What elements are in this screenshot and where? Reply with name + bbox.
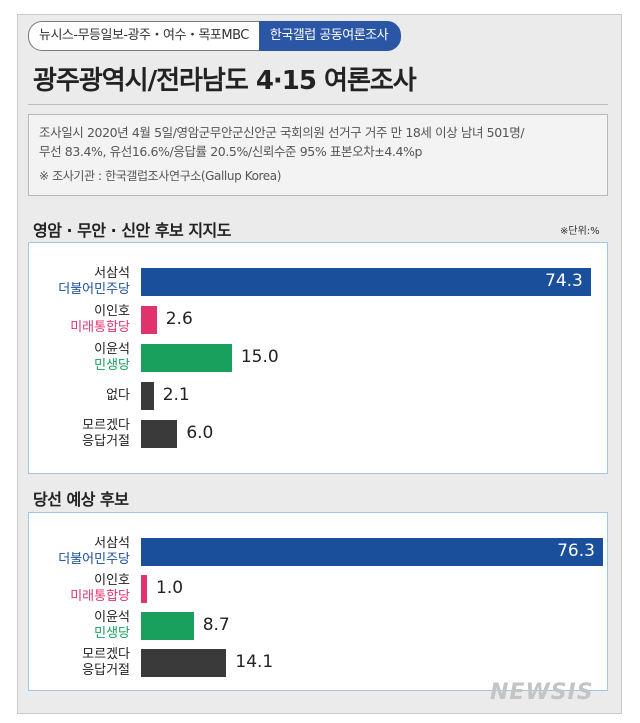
value-label: 74.3 — [545, 271, 583, 291]
bar — [141, 612, 194, 640]
survey-info-box: 조사일시 2020년 4월 5일/영암군무안군신안군 국회의원 선거구 거주 만… — [28, 114, 608, 196]
category-label: 이인호 미래통합당 — [29, 304, 130, 336]
category-label: 이윤석 민생당 — [29, 342, 130, 374]
bar — [141, 538, 604, 566]
bar-row: 모르겠다 응답거절 14.1 — [29, 646, 609, 680]
candidate-name: 없다 — [106, 388, 130, 403]
bar — [141, 344, 232, 372]
category-label: 서삼석 더불어민주당 — [29, 536, 130, 568]
candidate-name: 이인호 — [94, 573, 130, 588]
win-prediction-chart-panel: 서삼석 더불어민주당 76.3 이인호 미래통합당 1.0 이윤석 민생당 8.7 모르겠다 응답거… — [28, 512, 608, 691]
party-name: 응답거절 — [82, 663, 130, 678]
value-label: 8.7 — [202, 615, 230, 635]
value-label: 6.0 — [186, 423, 214, 443]
candidate-name: 이인호 — [94, 304, 130, 319]
candidate-name: 서삼석 — [94, 536, 130, 551]
value-label: 14.1 — [235, 652, 274, 672]
category-label: 서삼석 더불어민주당 — [29, 266, 130, 298]
bar-row: 이윤석 민생당 8.7 — [29, 609, 609, 643]
category-label: 모르겠다 응답거절 — [29, 647, 130, 679]
survey-source: ※ 조사기관 : 한국갤럽조사연구소(Gallup Korea) — [39, 169, 282, 183]
value-label: 2.1 — [162, 385, 190, 405]
category-label: 없다 — [29, 388, 130, 404]
chart-1-title: 영암 · 무안 · 신안 후보 지지도 — [33, 221, 232, 240]
bar — [141, 382, 154, 410]
value-label: 2.6 — [165, 309, 193, 329]
survey-info-line-2: 무선 83.4%, 유선16.6%/응답률 20.5%/신뢰수준 95% 표본오… — [39, 144, 423, 159]
candidate-name: 모르겠다 — [82, 418, 130, 433]
category-label: 모르겠다 응답거절 — [29, 418, 130, 450]
unit-label: ※단위:% — [560, 226, 600, 237]
bar-row: 이인호 미래통합당 1.0 — [29, 572, 609, 606]
candidate-name: 모르겠다 — [82, 647, 130, 662]
bar — [141, 306, 157, 334]
candidate-name: 이윤석 — [94, 610, 130, 625]
bar — [141, 575, 148, 603]
party-name: 응답거절 — [82, 434, 130, 449]
candidate-name: 서삼석 — [94, 266, 130, 281]
bar — [141, 420, 178, 448]
bar-row: 모르겠다 응답거절 6.0 — [29, 417, 609, 451]
survey-info-line-1: 조사일시 2020년 4월 5일/영암군무안군신안군 국회의원 선거구 거주 만… — [39, 125, 525, 140]
bar-row: 이윤석 민생당 15.0 — [29, 341, 609, 375]
title-divider — [28, 104, 608, 105]
newsis-watermark: NEWSIS — [490, 680, 594, 705]
support-chart-panel: 서삼석 더불어민주당 74.3 이인호 미래통합당 2.6 이윤석 민생당 15.0 없다 2.1 모… — [28, 242, 608, 474]
source-tabs: 뉴시스-무등일보-광주・여수・목포MBC 한국갤럽 공동여론조사 — [28, 21, 402, 51]
bar — [141, 649, 227, 677]
party-name: 미래통합당 — [70, 589, 130, 604]
party-name: 민생당 — [94, 358, 130, 373]
party-name: 더불어민주당 — [58, 552, 130, 567]
category-label: 이윤석 민생당 — [29, 610, 130, 642]
party-name: 미래통합당 — [70, 320, 130, 335]
bar-row: 서삼석 더불어민주당 76.3 — [29, 535, 609, 569]
bar — [141, 268, 591, 296]
bar-row: 서삼석 더불어민주당 74.3 — [29, 265, 609, 299]
party-name: 더불어민주당 — [58, 282, 130, 297]
value-label: 76.3 — [557, 541, 595, 561]
bar-row: 이인호 미래통합당 2.6 — [29, 303, 609, 337]
gallup-tab: 한국갤럽 공동여론조사 — [258, 21, 402, 51]
category-label: 이인호 미래통합당 — [29, 573, 130, 605]
party-name: 민생당 — [94, 626, 130, 641]
candidate-name: 이윤석 — [94, 342, 130, 357]
value-label: 1.0 — [156, 578, 184, 598]
bar-row: 없다 2.1 — [29, 379, 609, 413]
page-title: 광주광역시/전라남도 4·15 여론조사 — [33, 66, 417, 96]
media-partners-tab: 뉴시스-무등일보-광주・여수・목포MBC — [28, 21, 259, 51]
chart-2-title: 당선 예상 후보 — [33, 490, 129, 509]
value-label: 15.0 — [240, 347, 279, 367]
